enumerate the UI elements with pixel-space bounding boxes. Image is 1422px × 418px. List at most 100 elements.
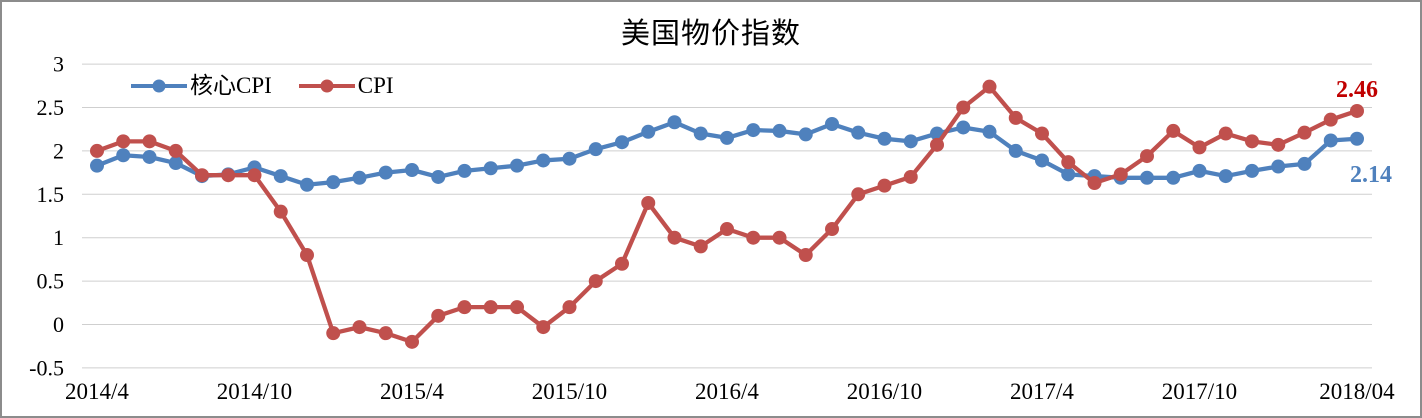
x-tick-label: 2016/4	[695, 379, 759, 404]
x-tick-label: 2014/4	[65, 379, 129, 404]
core-cpi-marker	[615, 135, 629, 150]
x-tick-label: 2015/10	[532, 379, 607, 404]
cpi-marker	[1166, 123, 1181, 138]
cpi-marker	[1113, 167, 1128, 182]
cpi-marker	[405, 334, 419, 349]
cpi-marker	[562, 300, 577, 315]
cpi-marker	[1323, 112, 1338, 127]
x-tick-label: 2015/4	[380, 379, 444, 404]
cpi-marker	[326, 326, 341, 341]
core-cpi-marker	[772, 123, 787, 138]
core-cpi-line-marker-icon	[131, 79, 187, 93]
cpi-marker	[877, 178, 892, 193]
chart-title: 美国物价指数	[620, 18, 801, 50]
cpi-marker	[116, 134, 131, 149]
core-cpi-marker	[510, 158, 524, 173]
core-cpi-marker	[142, 149, 157, 164]
cpi-marker	[536, 320, 551, 335]
cpi-marker	[352, 320, 367, 335]
y-tick-label: 3	[53, 52, 64, 77]
cpi-marker	[851, 187, 866, 202]
core-cpi-marker	[90, 158, 104, 173]
legend-item-core-cpi: 核心CPI	[130, 74, 272, 98]
cpi-marker	[221, 168, 236, 183]
cpi-marker	[772, 230, 787, 245]
core-cpi-marker	[483, 161, 498, 176]
core-cpi-marker	[116, 148, 131, 163]
core-cpi-marker	[1035, 153, 1049, 168]
core-cpi-marker	[1192, 163, 1207, 178]
core-cpi-marker	[168, 156, 183, 171]
cpi-marker	[1192, 140, 1207, 155]
y-tick-label: 2.5	[37, 95, 65, 120]
cpi-marker	[431, 308, 446, 323]
cpi-marker	[956, 100, 971, 115]
core-cpi-marker	[851, 125, 866, 140]
cpi-marker	[90, 143, 104, 158]
core-cpi-marker	[1061, 167, 1076, 182]
cpi-marker	[195, 168, 209, 183]
y-tick-label: 0	[53, 312, 64, 337]
cpi-marker	[457, 300, 472, 315]
x-tick-label: 2016/10	[847, 379, 922, 404]
cpi-marker	[825, 222, 839, 237]
cpi-marker	[982, 79, 997, 94]
cpi-marker	[300, 248, 314, 263]
core-cpi-marker	[982, 124, 997, 139]
core-cpi-marker	[405, 162, 419, 177]
core-cpi-marker	[431, 169, 446, 184]
cpi-marker	[1087, 176, 1102, 191]
core-cpi-marker	[1297, 156, 1312, 171]
x-tick-label: 2014/10	[217, 379, 292, 404]
x-tick-label: 2018/04	[1319, 379, 1395, 404]
core-cpi-marker	[536, 153, 551, 168]
cpi-marker	[1218, 126, 1233, 141]
core-cpi-marker	[1323, 133, 1338, 148]
x-tick-label: 2017/4	[1010, 379, 1074, 404]
core-cpi-marker	[877, 131, 892, 146]
y-tick-label: -0.5	[29, 355, 64, 380]
cpi-marker	[903, 169, 918, 184]
core-cpi-marker	[641, 124, 656, 139]
core-cpi-marker	[1271, 159, 1286, 174]
cpi-marker	[1245, 134, 1259, 149]
core-cpi-marker	[326, 175, 341, 190]
core-cpi-marker	[825, 116, 839, 131]
cpi-marker	[273, 204, 288, 219]
core-cpi-marker	[1245, 163, 1259, 178]
cpi-marker	[1271, 137, 1286, 152]
core-cpi-marker	[798, 127, 813, 142]
cpi-marker	[247, 168, 262, 183]
core-cpi-marker	[1218, 169, 1233, 184]
core-cpi-marker	[378, 165, 393, 180]
y-tick-label: 0.5	[37, 269, 65, 294]
cpi-marker	[168, 143, 183, 158]
legend-label-core-cpi: 核心CPI	[190, 73, 272, 98]
core-cpi-marker	[1350, 131, 1364, 146]
cpi-line-marker-icon	[298, 79, 355, 93]
cpi-marker	[378, 326, 393, 341]
legend: 核心CPI CPI	[130, 74, 394, 98]
cpi-marker	[720, 222, 734, 237]
cpi-marker	[641, 195, 656, 210]
core-cpi-marker	[273, 169, 288, 184]
cpi-marker	[1035, 126, 1049, 141]
cpi-marker	[1350, 103, 1364, 118]
cpi-marker	[1061, 155, 1076, 170]
core-cpi-marker	[562, 151, 577, 166]
cpi-marker	[588, 274, 603, 289]
core-cpi-marker	[1166, 170, 1181, 185]
cpi-marker	[1140, 149, 1154, 164]
core-cpi-marker	[720, 130, 734, 145]
cpi-last-value-label: 2.46	[1336, 77, 1378, 103]
core-cpi-marker	[903, 134, 918, 149]
core-cpi-marker	[693, 126, 708, 141]
cpi-marker	[615, 256, 629, 271]
cpi-marker	[1008, 110, 1023, 125]
core-cpi-marker	[352, 170, 367, 185]
core-cpi-marker	[588, 142, 603, 157]
cpi-marker	[798, 248, 813, 263]
x-tick-label: 2017/10	[1162, 379, 1237, 404]
